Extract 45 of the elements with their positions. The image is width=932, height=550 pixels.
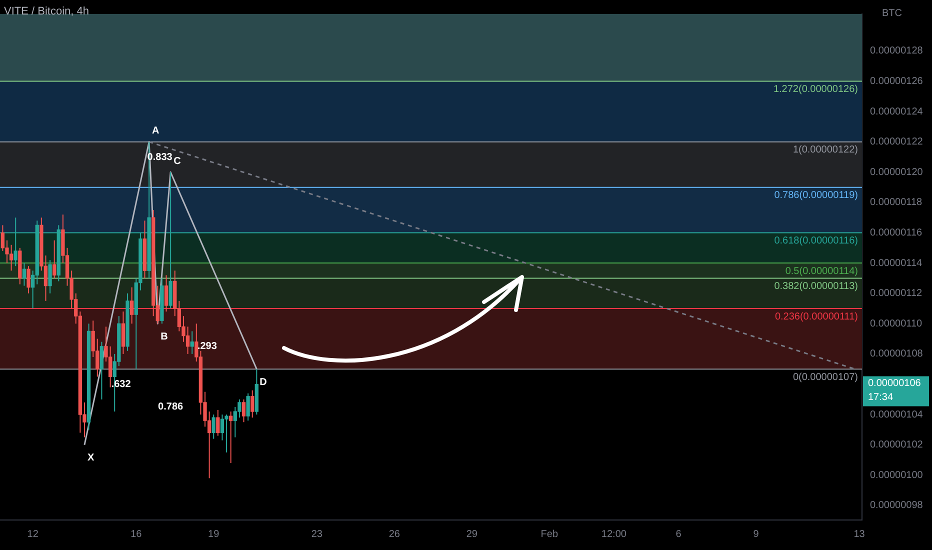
y-tick-label: 0.00000112 <box>870 288 923 300</box>
y-tick-label: 0.00000108 <box>870 348 924 360</box>
annotation: X <box>87 452 94 464</box>
y-tick-label: 0.00000098 <box>870 500 924 512</box>
ref-line-label: 0.786(0.00000119) <box>774 190 858 202</box>
ref-line-label: 0.5(0.00000114) <box>785 266 858 277</box>
ref-line-label: 0.382(0.00000113) <box>774 280 858 292</box>
text: 0.00000106 <box>868 378 922 390</box>
text: 17:34 <box>868 392 894 404</box>
x-tick-label: 16 <box>130 528 142 540</box>
y-tick-label: 0.00000114 <box>870 258 923 269</box>
y-tick-label: 0.00000100 <box>870 470 924 481</box>
y-tick-label: 0.00000118 <box>870 197 923 208</box>
y-axis-title: BTC <box>882 8 902 19</box>
ref-line-label: 0.618(0.00000116) <box>774 236 858 247</box>
x-tick-label: 29 <box>466 528 478 540</box>
x-tick-label: 9 <box>753 528 760 540</box>
y-tick-label: 0.00000128 <box>870 46 924 57</box>
ref-line-label: 0(0.00000107) <box>792 372 858 383</box>
ref-line-label: 1(0.00000122) <box>792 144 858 156</box>
y-tick-label: 0.00000104 <box>870 409 924 420</box>
y-tick-label: 0.00000126 <box>870 76 924 88</box>
annotation: 0.786 <box>158 402 184 413</box>
y-tick-label: 0.00000120 <box>870 166 924 178</box>
annotation: .293 <box>197 341 218 352</box>
y-tick-label: 0.00000124 <box>870 106 924 118</box>
y-tick-label: 0.00000122 <box>870 136 924 148</box>
annotation: B <box>160 331 168 342</box>
ref-line-label: 1.272(0.00000126) <box>773 84 858 96</box>
annotation: D <box>260 376 267 388</box>
x-tick-label: 6 <box>676 528 682 540</box>
y-tick-label: 0.00000116 <box>870 228 923 239</box>
x-tick-label: 26 <box>388 528 400 540</box>
x-tick-label: 19 <box>208 528 220 540</box>
x-tick-label: 13 <box>854 528 866 540</box>
x-tick-label: 12:00 <box>601 528 627 540</box>
chart-title: VITE / Bitcoin, 4h <box>4 6 89 18</box>
x-tick-label: Feb <box>540 528 558 540</box>
y-tick-label: 0.00000102 <box>870 440 924 451</box>
annotation: A <box>152 126 160 137</box>
annotation: C <box>174 156 181 167</box>
y-tick-label: 0.00000110 <box>870 318 923 330</box>
ref-line-label: 0.236(0.00000111) <box>774 311 858 322</box>
x-tick-label: 23 <box>311 528 323 540</box>
x-tick-label: 12 <box>27 528 39 540</box>
